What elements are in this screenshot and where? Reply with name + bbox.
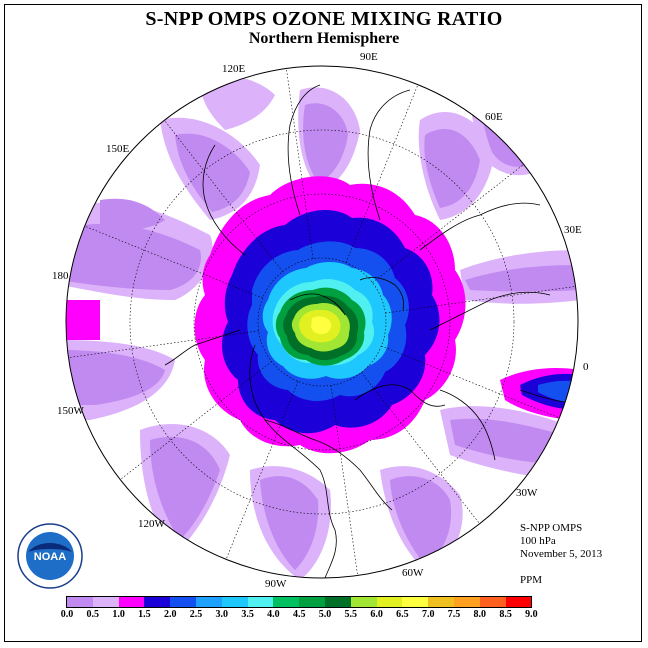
date-label: November 5, 2013 (520, 548, 603, 560)
lon-label-0: 0 (583, 361, 589, 373)
colorbar-segment (324, 597, 351, 607)
lon-label-90w: 90W (265, 578, 287, 590)
logo-gull (28, 543, 72, 552)
colorbar-tick-label: 7.0 (421, 609, 435, 620)
colorbar-segment (170, 597, 196, 607)
meridian-line (286, 68, 314, 259)
lon-label-30w: 30W (516, 487, 538, 499)
lon-label-150e: 150E (106, 143, 130, 155)
colorbar-tick-label: 6.0 (370, 609, 383, 620)
colorbar-segment (299, 597, 325, 607)
colorbar-segment (402, 597, 429, 607)
latitude-grid (129, 129, 515, 515)
colorbar-segment (195, 597, 222, 607)
lon-label-60w: 60W (402, 567, 424, 579)
colorbar-segment (247, 597, 274, 607)
instrument-label: S-NPP OMPS (520, 522, 583, 534)
colorbar-tick-label: 3.5 (241, 609, 254, 620)
colorbar-segment (376, 597, 403, 607)
meridian-line (381, 345, 560, 419)
colorbar-tick-label: 1.5 (138, 609, 151, 620)
colorbar-segment (479, 597, 506, 607)
meridian-line (84, 225, 263, 299)
logo-text: NOAA (34, 551, 66, 563)
longitude-grid (68, 68, 576, 576)
colorbar-tick-label: 4.5 (292, 609, 306, 620)
colorbar-tick-label: 8.5 (499, 609, 512, 620)
figure-frame (4, 4, 642, 642)
meridian-line (164, 120, 283, 272)
colorbar-segment (118, 597, 145, 607)
map-boundary (65, 65, 579, 579)
colorbar-tick-label: 5.5 (344, 609, 358, 620)
lon-label-90e: 90E (360, 51, 378, 63)
lon-label-30e: 30E (564, 224, 582, 236)
lon-label-60e: 60E (485, 111, 503, 123)
colorbar-tick-label: 9.0 (525, 609, 538, 620)
colorbar-segment (67, 597, 93, 607)
meridian-line (330, 385, 358, 576)
meridian-line (345, 84, 419, 263)
colorbar-segment (505, 597, 532, 607)
meridian-line (385, 286, 576, 314)
lon-label-150w: 150W (57, 405, 85, 417)
colorbar-tick-label: 0.0 (60, 609, 74, 620)
meridian-line (225, 381, 299, 560)
colorbar-segment (144, 597, 171, 607)
colorbar-tick-label: 5.0 (318, 609, 332, 620)
colorbar-tick-label: 8.0 (473, 609, 487, 620)
lon-label-120e: 120E (222, 63, 246, 75)
logo-disk (26, 532, 74, 580)
colorbar (66, 596, 533, 608)
colorbar-tick-label: 1.0 (112, 609, 125, 620)
units-label: PPM (520, 574, 543, 586)
meridian-line (120, 361, 272, 480)
colorbar-tick-label: 0.5 (86, 609, 100, 620)
ozone-band-brightyellow (311, 316, 332, 335)
colorbar-segment (350, 597, 377, 607)
colorbar-segment (273, 597, 300, 607)
colorbar-tick-label: 2.0 (163, 609, 177, 620)
colorbar-tick-label: 2.5 (189, 609, 203, 620)
colorbar-tick-label: 6.5 (396, 609, 409, 620)
colorbar-segment (428, 597, 454, 607)
noaa-logo: NOAA (17, 523, 83, 589)
meridian-line (361, 372, 480, 524)
map-subtitle: Northern Hemisphere (248, 30, 400, 47)
pressure-level-label: 100 hPa (520, 535, 556, 547)
lon-label-180: 180 (52, 270, 69, 282)
colorbar-tick-label: 3.0 (215, 609, 229, 620)
meridian-line (372, 164, 524, 283)
colorbar-tick-label: 4.0 (267, 609, 280, 620)
map-title: S-NPP OMPS OZONE MIXING RATIO (145, 8, 503, 30)
meridian-line (68, 330, 259, 358)
colorbar-tick-label: 7.5 (447, 609, 461, 620)
colorbar-segment (453, 597, 480, 607)
lon-label-120w: 120W (138, 518, 166, 530)
colorbar-segment (221, 597, 248, 607)
colorbar-segment (92, 597, 119, 607)
info-block: S-NPP OMPS 100 hPa November 5, 2013 (520, 522, 602, 561)
